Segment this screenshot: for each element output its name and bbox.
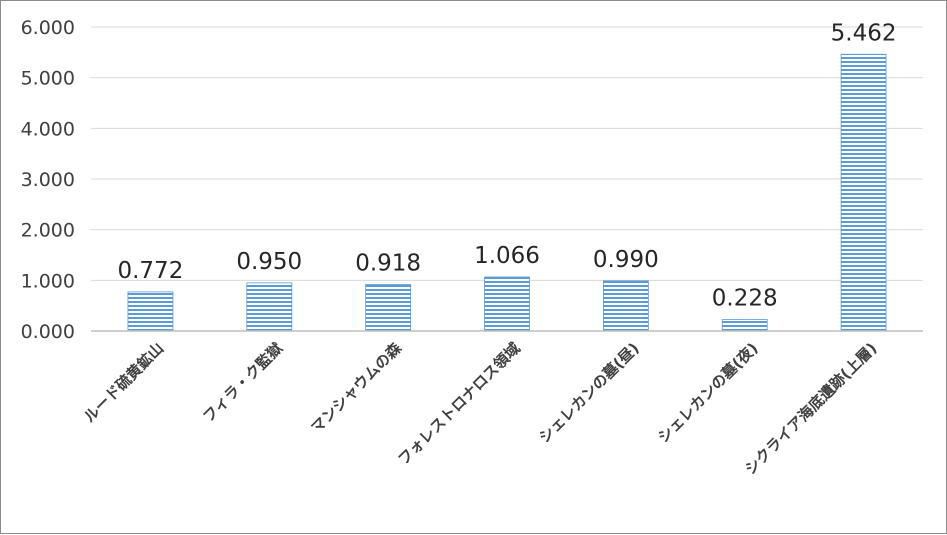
category-label: フィラ・ク監獄 xyxy=(199,339,286,426)
category-label: マンシャウムの森 xyxy=(307,338,405,436)
y-axis-tick-labels: 0.000 1.000 2.000 3.000 4.000 5.000 6.000 xyxy=(21,17,75,343)
data-labels: 0.772 0.950 0.918 1.066 0.990 0.228 5.462 xyxy=(117,20,896,311)
y-tick-label: 6.000 xyxy=(21,17,75,39)
bar xyxy=(127,291,174,332)
bar xyxy=(484,276,530,332)
data-label: 1.066 xyxy=(474,243,540,269)
bar xyxy=(602,280,649,332)
y-tick-label: 3.000 xyxy=(21,169,75,191)
bars xyxy=(127,53,887,332)
data-label: 5.462 xyxy=(831,20,897,46)
category-label: シクライア海底遺跡(上層) xyxy=(741,339,880,478)
gridlines xyxy=(91,26,923,281)
data-label: 0.918 xyxy=(355,250,421,276)
y-tick-label: 0.000 xyxy=(21,321,75,343)
data-label: 0.772 xyxy=(117,258,183,284)
y-tick-label: 1.000 xyxy=(21,270,75,292)
data-label: 0.990 xyxy=(593,247,659,273)
y-tick-label: 5.000 xyxy=(21,68,75,90)
data-label: 0.950 xyxy=(236,249,302,275)
data-label: 0.228 xyxy=(712,285,778,311)
category-label: ルード硫黄鉱山 xyxy=(80,339,167,426)
bar xyxy=(840,53,887,332)
category-label: フォレストロナロス領域 xyxy=(394,339,523,468)
y-tick-label: 4.000 xyxy=(21,118,75,140)
y-tick-label: 2.000 xyxy=(21,220,75,242)
bar xyxy=(721,319,768,332)
category-label: シェレカンの墓(夜) xyxy=(654,339,761,446)
bar xyxy=(246,282,293,332)
category-label: シェレカンの墓(昼) xyxy=(535,339,642,446)
bar xyxy=(365,284,412,332)
